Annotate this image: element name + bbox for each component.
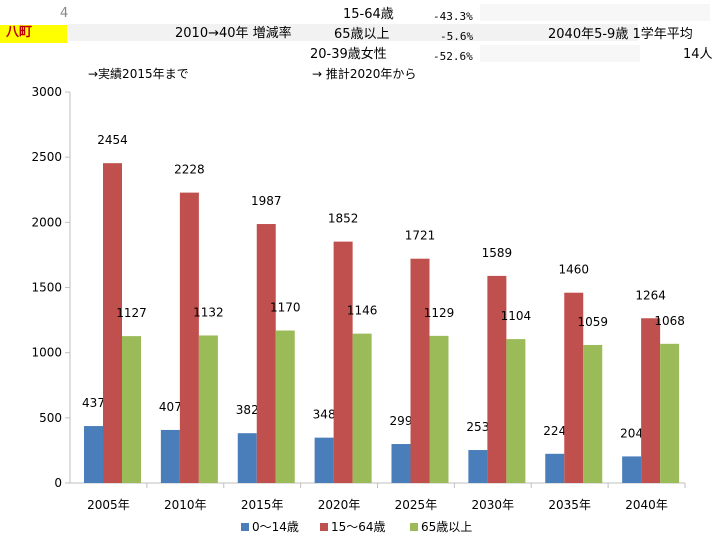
bar-working <box>256 224 276 484</box>
y-tick-label: 500 <box>39 411 62 425</box>
data-label: 382 <box>236 403 259 417</box>
y-tick-label: 2000 <box>31 215 62 229</box>
legend-label: 15～64歳 <box>331 520 386 534</box>
bar-working <box>487 275 507 483</box>
bar-elderly <box>275 330 295 483</box>
x-tick-label: 2005年 <box>87 498 130 512</box>
data-label: 1129 <box>424 306 455 320</box>
town-name: 八町 <box>6 25 33 40</box>
bar-young <box>622 456 642 483</box>
data-label: 1170 <box>270 301 301 315</box>
data-label: 407 <box>159 400 182 414</box>
bar-elderly <box>352 333 372 483</box>
row-value-2: -5.6% <box>440 30 474 43</box>
legend-swatch <box>320 523 328 531</box>
bar-working <box>179 192 199 483</box>
bar-young <box>391 444 411 483</box>
bar-young <box>84 426 103 483</box>
y-tick-label: 1000 <box>31 346 62 360</box>
data-label: 1068 <box>654 314 685 328</box>
data-label: 1104 <box>501 309 532 323</box>
x-tick-label: 2025年 <box>395 498 438 512</box>
x-tick-label: 2020年 <box>318 498 361 512</box>
x-tick-label: 2040年 <box>625 498 668 512</box>
data-label: 1721 <box>405 229 436 243</box>
y-tick-label: 3000 <box>31 85 62 99</box>
data-label: 1460 <box>558 263 589 277</box>
data-label: 348 <box>313 408 336 422</box>
header-cell-bg-2 <box>480 4 710 21</box>
bar-young <box>468 450 488 483</box>
data-label: 437 <box>82 396 105 410</box>
bar-elderly <box>506 339 526 483</box>
row-value-1: -43.3% <box>433 10 473 23</box>
data-label: 299 <box>390 414 413 428</box>
bar-young <box>545 453 565 483</box>
note-estimate: → 推計2020年から <box>312 67 417 81</box>
school-value: 14人 <box>683 47 713 62</box>
bar-elderly <box>122 336 141 483</box>
y-tick-label: 0 <box>54 476 62 490</box>
data-label: 224 <box>543 424 566 438</box>
legend-label: 0～14歳 <box>252 520 299 534</box>
bar-working <box>333 241 353 483</box>
bar-elderly <box>583 344 603 483</box>
period-label: 2010→40年 増減率 <box>175 26 292 41</box>
bar-elderly <box>198 335 218 483</box>
y-tick-label: 2500 <box>31 150 62 164</box>
legend-swatch <box>410 523 418 531</box>
data-label: 1264 <box>635 288 666 302</box>
note-actual: →実績2015年まで <box>88 67 189 81</box>
data-label: 2228 <box>174 163 205 177</box>
town-name-cell[interactable]: 八町 <box>0 25 67 43</box>
x-tick-label: 2015年 <box>241 498 284 512</box>
row-label-1: 15-64歳 <box>343 7 394 22</box>
header-cell-bg-1 <box>68 24 638 41</box>
bar-working <box>410 258 430 483</box>
x-tick-label: 2030年 <box>472 498 515 512</box>
bar-elderly <box>660 343 680 483</box>
row-label-3: 20-39歳女性 <box>310 47 387 62</box>
x-tick-label: 2035年 <box>548 498 591 512</box>
bar-young <box>237 433 257 483</box>
row-label-2: 65歳以上 <box>334 27 390 42</box>
data-label: 1987 <box>251 194 282 208</box>
school-label: 2040年5-9歳 1学年平均 <box>548 27 693 42</box>
row-number: 4 <box>60 6 69 21</box>
legend-swatch <box>241 523 249 531</box>
bar-working <box>564 292 584 483</box>
data-label: 253 <box>466 420 489 434</box>
data-label: 1132 <box>193 305 224 319</box>
bar-working <box>103 163 122 484</box>
data-label: 204 <box>620 426 643 440</box>
bar-elderly <box>429 335 449 483</box>
data-label: 2454 <box>97 133 128 147</box>
bar-young <box>160 429 180 483</box>
bar-young <box>314 437 334 483</box>
data-label: 1059 <box>577 315 608 329</box>
data-label: 1146 <box>347 304 378 318</box>
header-cell-bg-3 <box>480 45 640 62</box>
x-tick-label: 2010年 <box>164 498 207 512</box>
data-label: 1127 <box>116 306 147 320</box>
legend-label: 65歳以上 <box>421 520 472 534</box>
y-tick-label: 1500 <box>31 281 62 295</box>
bar-working <box>641 318 661 483</box>
row-value-3: -52.6% <box>433 50 473 63</box>
data-label: 1589 <box>482 246 513 260</box>
data-label: 1852 <box>328 212 359 226</box>
